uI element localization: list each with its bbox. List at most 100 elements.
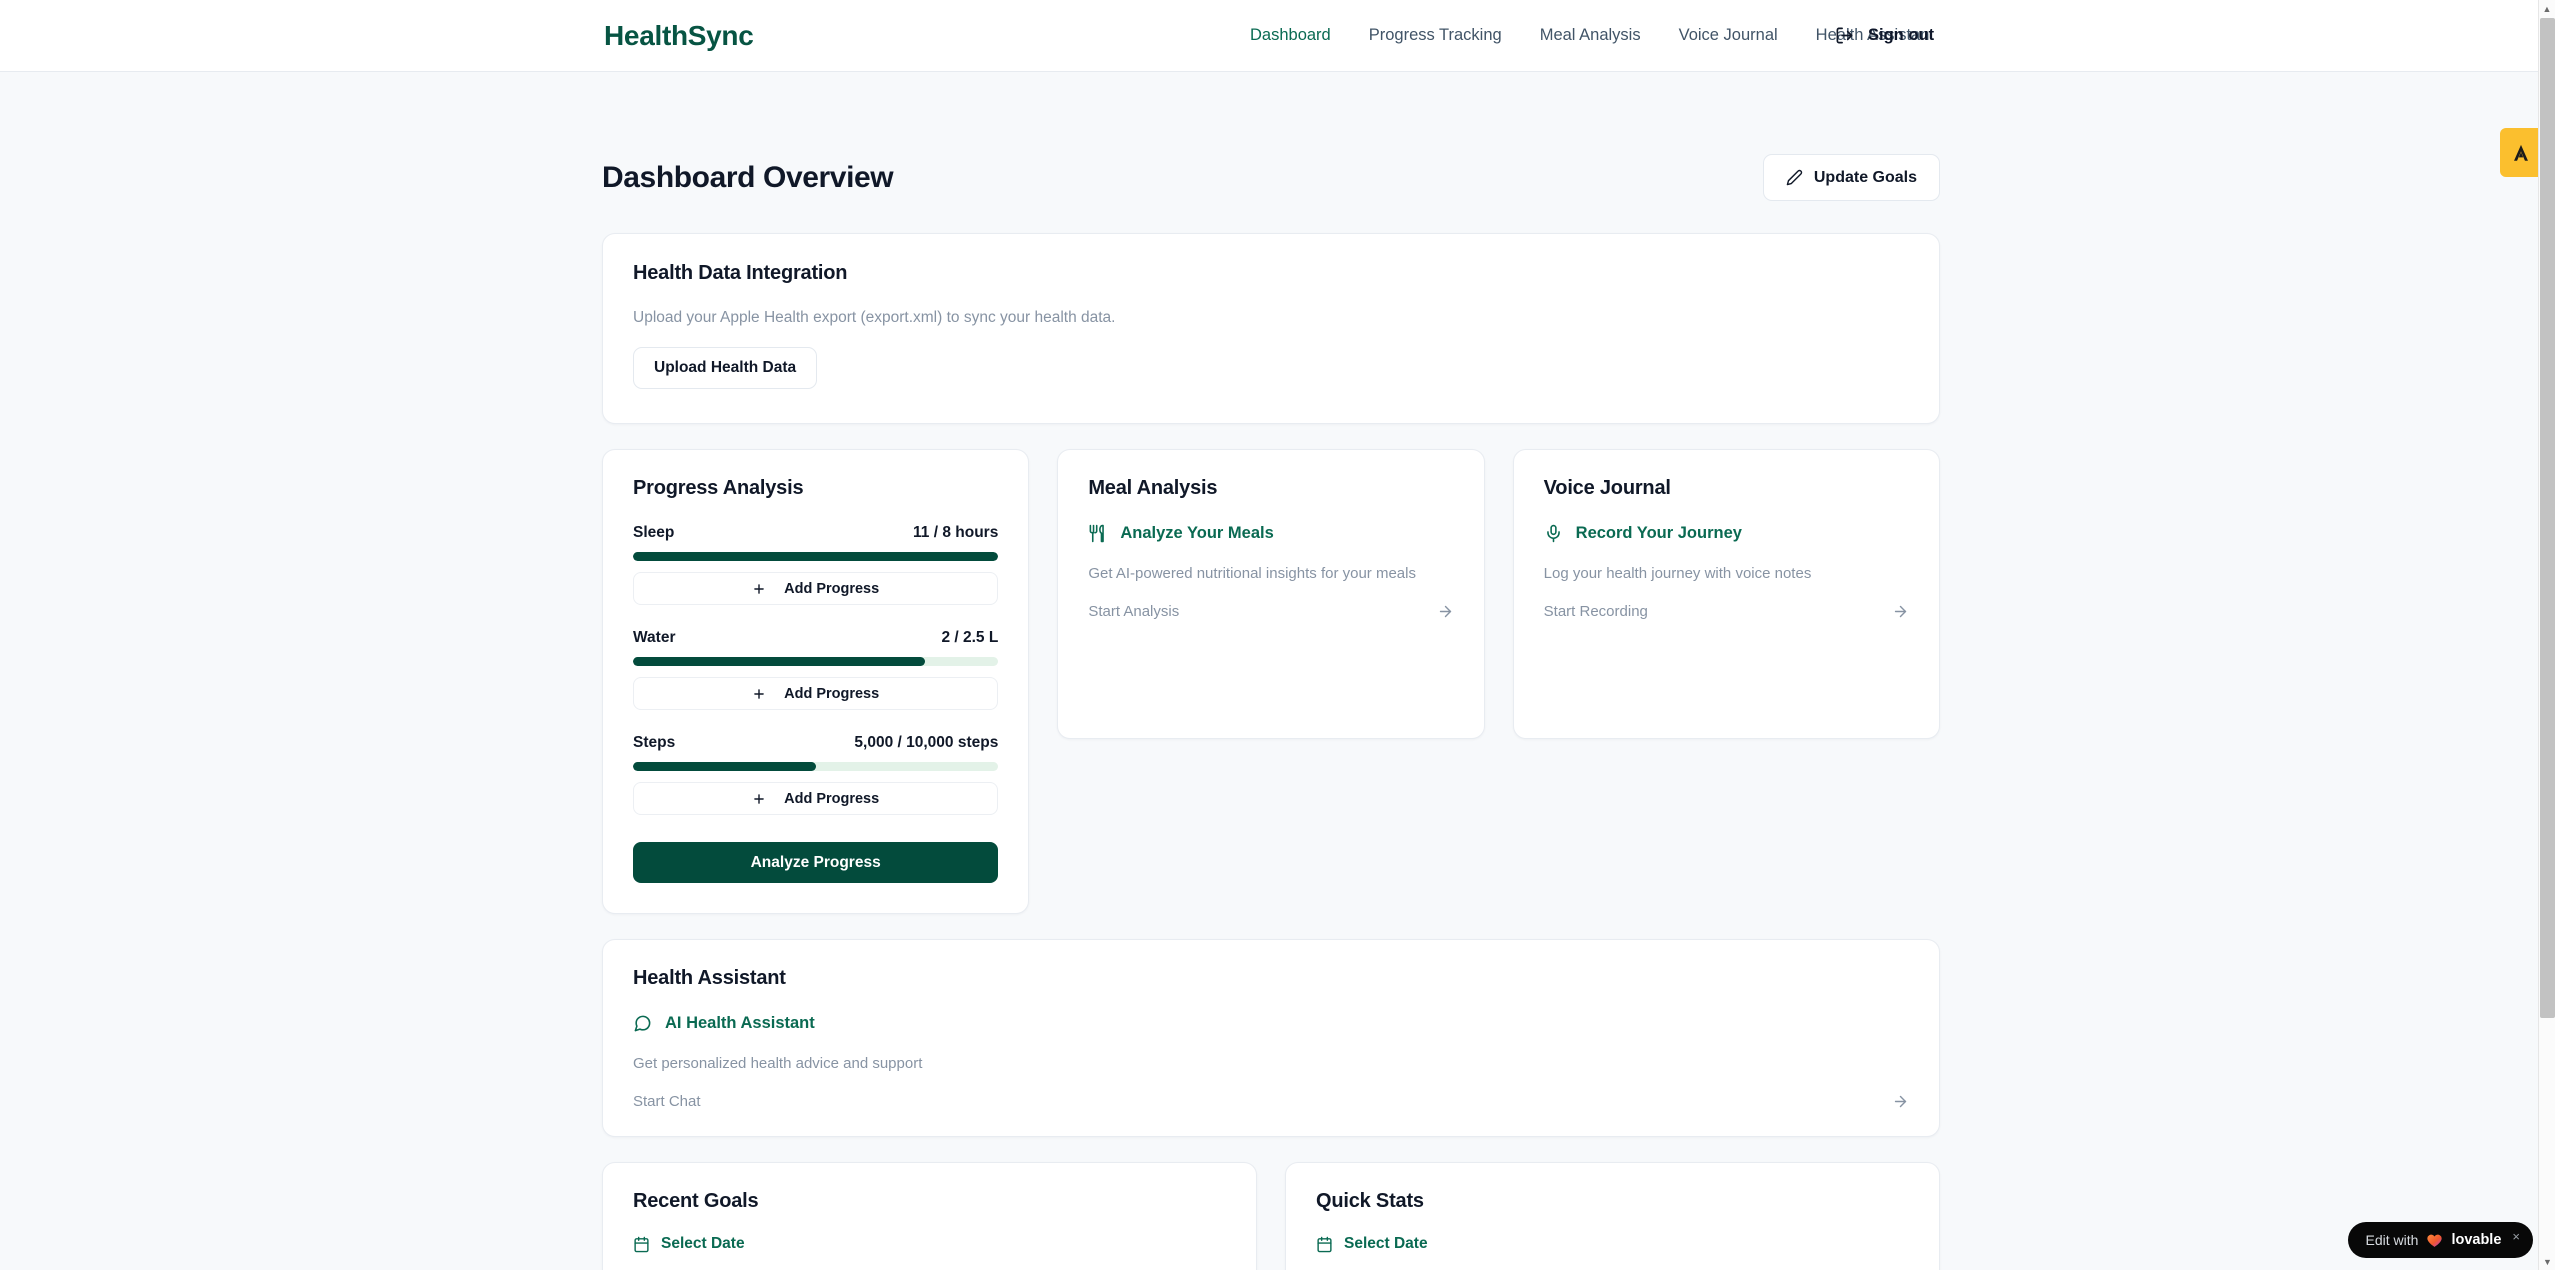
metric-steps-head: Steps 5,000 / 10,000 steps [633, 734, 998, 752]
start-recording-link[interactable]: Start Recording [1544, 603, 1909, 620]
microphone-icon [1544, 524, 1563, 543]
metric-water-progress-fill [633, 657, 926, 666]
quick-stats-select-date-label: Select Date [1344, 1235, 1428, 1252]
add-progress-sleep-button[interactable]: Add Progress [633, 572, 999, 605]
badge-text: Edit with [2365, 1232, 2419, 1248]
arrow-right-icon [1437, 603, 1454, 620]
record-your-journey-action[interactable]: Record Your Journey [1544, 524, 1909, 543]
metric-water-value: 2 / 2.5 L [941, 629, 999, 646]
badge-brand-name: lovable [2451, 1232, 2502, 1248]
ai-health-assistant-label: AI Health Assistant [665, 1014, 815, 1032]
nav-item-health-assistant[interactable]: Health Assistant [1815, 26, 1934, 44]
arrow-right-icon [1892, 603, 1909, 620]
add-progress-water-label: Add Progress [784, 685, 880, 702]
health-assistant-description: Get personalized health advice and suppo… [633, 1055, 923, 1072]
main-nav: Dashboard Progress Tracking Meal Analysi… [1250, 26, 1934, 45]
metric-sleep-label: Sleep [633, 524, 675, 541]
metric-water-label: Water [633, 629, 676, 646]
update-goals-label: Update Goals [1813, 168, 1917, 186]
progress-analysis-title: Progress Analysis [633, 477, 804, 499]
recent-goals-select-date-label: Select Date [661, 1235, 745, 1252]
metric-sleep: Sleep 11 / 8 hours Add Progress [633, 524, 999, 605]
add-progress-steps-label: Add Progress [784, 790, 880, 807]
update-goals-button[interactable]: Update Goals [1762, 154, 1940, 201]
content-container: Dashboard Overview Update Goals Health D… [602, 72, 1940, 1270]
lovable-logo-icon[interactable] [2500, 128, 2542, 177]
arrow-right-icon [1892, 1093, 1909, 1110]
analyze-progress-button[interactable]: Analyze Progress [633, 842, 999, 883]
app-logo[interactable]: HealthSync [604, 19, 754, 51]
metric-steps-progressbar [633, 762, 999, 771]
health-data-integration-card: Health Data Integration Upload your Appl… [602, 233, 1940, 424]
close-icon[interactable]: × [2512, 1229, 2520, 1244]
integration-description: Upload your Apple Health export (export.… [633, 309, 1116, 326]
analyze-your-meals-label: Analyze Your Meals [1120, 524, 1274, 542]
edit-with-lovable-badge[interactable]: Edit with lovable × [2347, 1222, 2533, 1258]
nav-item-meal-analysis[interactable]: Meal Analysis [1539, 26, 1641, 44]
scrollbar-thumb[interactable] [2540, 18, 2555, 1018]
start-chat-label: Start Chat [633, 1093, 701, 1110]
meal-analysis-card: Meal Analysis Analyze Your Meals Get AI-… [1057, 449, 1485, 739]
progress-analysis-column: Progress Analysis Sleep 11 / 8 hours [602, 449, 1030, 914]
metric-water-progressbar [633, 657, 999, 666]
quick-stats-title: Quick Stats [1316, 1190, 1424, 1212]
voice-journal-card: Voice Journal Record Your Journey Log yo… [1512, 449, 1940, 739]
metric-sleep-head: Sleep 11 / 8 hours [633, 524, 998, 542]
analyze-your-meals-action[interactable]: Analyze Your Meals [1088, 524, 1453, 543]
recent-goals-select-date-button[interactable]: Select Date [633, 1235, 1226, 1253]
sign-out-button[interactable]: Sign out [1835, 26, 1934, 45]
start-chat-link[interactable]: Start Chat [633, 1093, 1909, 1110]
metric-water: Water 2 / 2.5 L Add Progress [633, 629, 999, 710]
health-assistant-card: Health Assistant AI Health Assistant Get… [602, 939, 1940, 1137]
health-assistant-title: Health Assistant [633, 967, 786, 989]
metric-sleep-progress-fill [633, 552, 999, 561]
metric-sleep-progressbar [633, 552, 999, 561]
logout-icon [1835, 26, 1854, 45]
page-scrollbar[interactable]: ▲ ▼ [2538, 0, 2555, 1270]
feature-row: Progress Analysis Sleep 11 / 8 hours [602, 449, 1940, 914]
nav-item-dashboard[interactable]: Dashboard [1250, 26, 1331, 44]
page-body: Dashboard Overview Update Goals Health D… [0, 72, 2555, 1270]
plus-icon [752, 582, 766, 596]
meal-analysis-column: Meal Analysis Analyze Your Meals Get AI-… [1057, 449, 1485, 914]
upload-health-data-button[interactable]: Upload Health Data [633, 347, 818, 389]
add-progress-sleep-label: Add Progress [784, 580, 880, 597]
scroll-down-icon[interactable]: ▼ [2543, 1256, 2552, 1267]
top-navigation-bar: HealthSync Dashboard Progress Tracking M… [0, 0, 2555, 72]
start-analysis-label: Start Analysis [1088, 603, 1180, 620]
add-progress-water-button[interactable]: Add Progress [633, 677, 999, 710]
metric-steps-progress-fill [633, 762, 816, 771]
start-recording-label: Start Recording [1543, 603, 1648, 620]
message-square-icon [633, 1014, 652, 1033]
add-progress-steps-button[interactable]: Add Progress [633, 782, 999, 815]
pencil-icon [1786, 169, 1803, 186]
quick-stats-card: Quick Stats Select Date Today Yesterday … [1285, 1162, 1940, 1270]
utensils-icon [1088, 524, 1107, 543]
voice-journal-column: Voice Journal Record Your Journey Log yo… [1512, 449, 1940, 914]
metric-sleep-value: 11 / 8 hours [913, 524, 999, 541]
quick-stats-select-date-button[interactable]: Select Date [1316, 1235, 1909, 1253]
voice-journal-title: Voice Journal [1543, 477, 1671, 499]
ai-health-assistant-action[interactable]: AI Health Assistant [633, 1014, 1909, 1033]
recent-goals-title: Recent Goals [633, 1190, 759, 1212]
calendar-icon [633, 1236, 650, 1253]
metric-water-head: Water 2 / 2.5 L [633, 629, 998, 647]
plus-icon [752, 792, 766, 806]
voice-journal-description: Log your health journey with voice notes [1543, 565, 1812, 582]
page-header: Dashboard Overview Update Goals [602, 72, 1940, 201]
integration-title: Health Data Integration [633, 262, 848, 284]
start-analysis-link[interactable]: Start Analysis [1088, 603, 1453, 620]
recent-goals-card: Recent Goals Select Date Today Yesterday… [602, 1162, 1257, 1270]
nav-item-progress-tracking[interactable]: Progress Tracking [1368, 26, 1502, 44]
bottom-row: Recent Goals Select Date Today Yesterday… [602, 1162, 1940, 1270]
progress-analysis-card: Progress Analysis Sleep 11 / 8 hours [602, 449, 1030, 914]
heart-icon [2426, 1232, 2443, 1249]
meal-analysis-title: Meal Analysis [1088, 477, 1218, 499]
record-your-journey-label: Record Your Journey [1575, 524, 1742, 542]
scroll-up-icon[interactable]: ▲ [2542, 3, 2552, 14]
sign-out-label: Sign out [1868, 26, 1934, 44]
nav-item-voice-journal[interactable]: Voice Journal [1678, 26, 1778, 44]
metric-steps-value: 5,000 / 10,000 steps [854, 734, 999, 751]
page-title: Dashboard Overview [602, 160, 894, 194]
plus-icon [752, 687, 766, 701]
